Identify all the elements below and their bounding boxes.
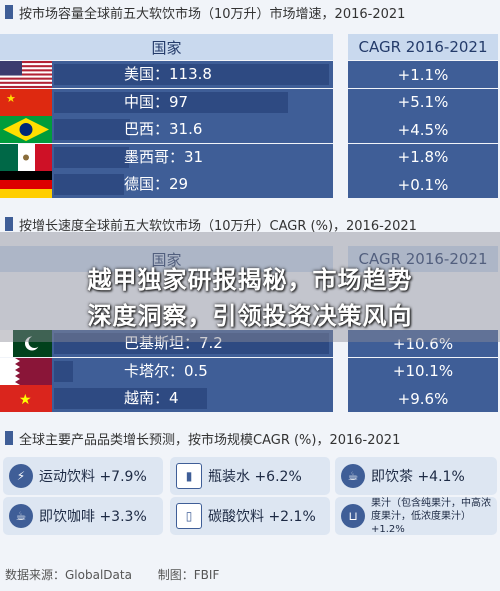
country-value-label: 墨西哥：31	[124, 147, 204, 166]
country-row: ★ 中国：97	[0, 88, 333, 116]
section-2-title: 按增长速度全球前五大软饮市场（10万升）CAGR (%)，2016-2021	[5, 214, 417, 234]
category-card: ▯ 碳酸饮料 +2.1%	[170, 497, 330, 535]
flag-brazil-icon	[0, 116, 52, 143]
section-1-title: 按市场容量全球前五大软饮市场（10万升）市场增速，2016-2021	[5, 2, 405, 22]
country-row: 美国：113.8	[0, 61, 333, 88]
bar-mark	[54, 119, 131, 140]
bar-mark	[54, 146, 129, 168]
cagr-value: +10.6%	[348, 330, 498, 357]
flag-mexico-icon	[0, 143, 52, 171]
category-card: ⚡ 运动饮料 +7.9%	[3, 457, 163, 495]
country-header-2: 国家	[0, 246, 333, 272]
country-value-label: 中国：97	[124, 92, 189, 111]
tea-cup-icon: ☕	[341, 464, 365, 488]
section-3-title-text: 全球主要产品品类增长预测，按市场规模CAGR (%)，2016-2021	[19, 432, 401, 448]
cagr-value: +10.1%	[348, 357, 498, 385]
category-label: 碳酸饮料 +2.1%	[208, 509, 316, 525]
section-marker	[5, 217, 13, 231]
category-label: 运动饮料 +7.9%	[39, 469, 147, 485]
bar-mark	[54, 388, 207, 409]
soda-can-icon: ▯	[176, 503, 202, 529]
flag-china-icon: ★	[0, 88, 52, 116]
category-card: ☕ 即饮茶 +4.1%	[335, 457, 497, 495]
country-value-label: 德国：29	[124, 175, 189, 193]
cagr-value: +4.5%	[348, 116, 498, 143]
flag-qatar-icon	[0, 357, 52, 385]
country-value-label: 卡塔尔：0.5	[124, 361, 208, 380]
bar-mark	[54, 64, 329, 85]
cagr-value: +1.8%	[348, 143, 498, 171]
energy-drink-icon: ⚡	[9, 464, 33, 488]
svg-text:★: ★	[19, 392, 32, 408]
bottled-water-icon: ▮	[176, 463, 202, 489]
cagr-header-text-2: CAGR 2016-2021	[358, 250, 488, 268]
cagr-header-text: CAGR 2016-2021	[358, 38, 488, 56]
flag-vietnam-icon: ★	[0, 385, 52, 412]
category-label: 瓶装水 +6.2%	[208, 469, 302, 485]
cagr-value: +1.1%	[348, 61, 498, 88]
source-text: 数据来源：GlobalData	[5, 568, 132, 582]
country-value-label: 巴西：31.6	[124, 120, 203, 138]
country-row: 巴基斯坦：7.2	[0, 330, 333, 357]
flag-germany-icon	[0, 171, 52, 198]
section-marker	[5, 431, 13, 445]
category-label: 果汁（包含纯果汁，中高浓度果汁，低浓度果汁）+1.2%	[371, 497, 491, 535]
category-card: ☕ 即饮咖啡 +3.3%	[3, 497, 163, 535]
juice-cup-icon: ⊔	[341, 504, 365, 528]
country-value-label: 美国：113.8	[124, 65, 212, 83]
flag-usa-icon	[0, 61, 52, 88]
country-row: ★ 越南：4	[0, 385, 333, 412]
country-value-label: 巴基斯坦：7.2	[124, 334, 223, 352]
flag-pakistan-icon	[0, 330, 52, 357]
country-row: 德国：29	[0, 171, 333, 198]
bar-mark	[54, 360, 74, 382]
country-row: 卡塔尔：0.5	[0, 357, 333, 385]
category-card: ⊔ 果汁（包含纯果汁，中高浓度果汁，低浓度果汁）+1.2%	[335, 497, 497, 535]
cagr-header-2: CAGR 2016-2021	[348, 246, 498, 272]
country-row: 巴西：31.6	[0, 116, 333, 143]
cagr-value: +5.1%	[348, 88, 498, 116]
svg-text:★: ★	[6, 92, 16, 105]
section-marker	[5, 5, 13, 19]
bar-mark	[54, 174, 125, 195]
overlay-line-2: 深度洞察，引领投资决策风向	[87, 302, 413, 330]
cagr-header: CAGR 2016-2021	[348, 34, 498, 60]
section-3-title: 全球主要产品品类增长预测，按市场规模CAGR (%)，2016-2021	[5, 428, 400, 448]
category-label: 即饮茶 +4.1%	[371, 469, 465, 485]
overlay-line-1: 越甲独家研报揭秘，市场趋势	[87, 266, 413, 294]
bar-mark	[54, 91, 289, 113]
cagr-value: +0.1%	[348, 171, 498, 198]
category-label: 即饮咖啡 +3.3%	[39, 509, 147, 525]
category-card: ▮ 瓶装水 +6.2%	[170, 457, 330, 495]
country-header-text: 国家	[151, 38, 182, 57]
cagr-value: +9.6%	[348, 385, 498, 412]
country-header: 国家	[0, 34, 333, 60]
credit-text: 制图：FBIF	[157, 568, 220, 582]
country-header-text-2: 国家	[151, 250, 182, 269]
section-1-title-text: 按市场容量全球前五大软饮市场（10万升）市场增速，2016-2021	[19, 6, 406, 22]
coffee-icon: ☕	[9, 504, 33, 528]
footer: 数据来源：GlobalData 制图：FBIF	[5, 566, 241, 583]
section-2-title-text: 按增长速度全球前五大软饮市场（10万升）CAGR (%)，2016-2021	[19, 218, 417, 234]
bar-mark	[54, 333, 329, 354]
country-row: 墨西哥：31	[0, 143, 333, 171]
overlay-banner	[0, 232, 500, 342]
country-value-label: 越南：4	[124, 389, 179, 407]
